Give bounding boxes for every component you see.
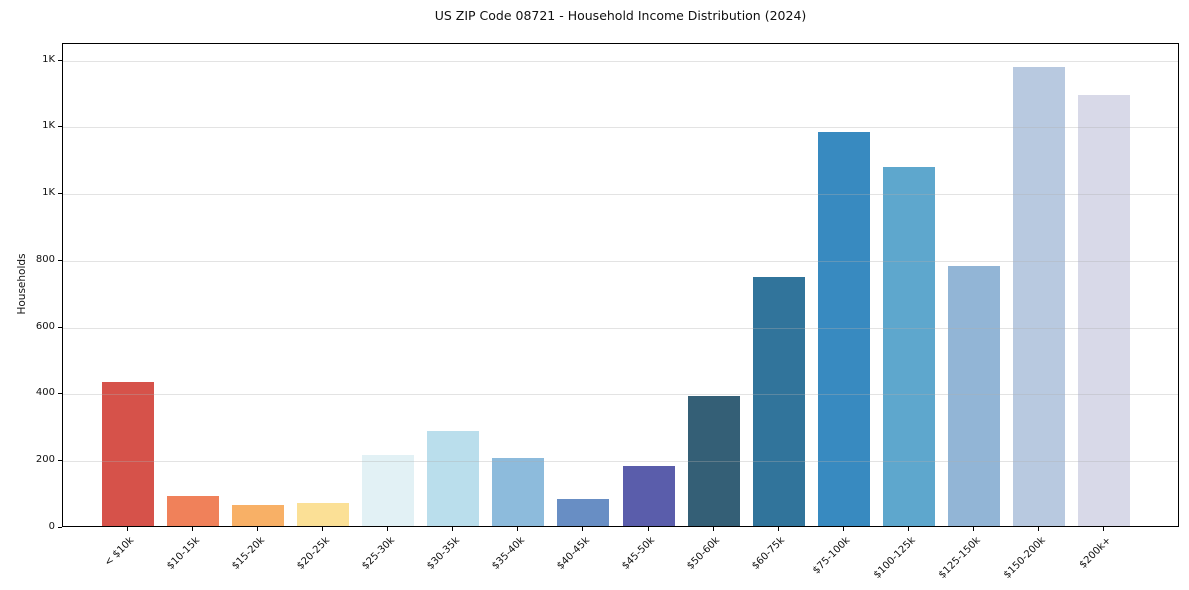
y-tick-label: 200 [35, 454, 55, 466]
x-tick-label: $50-60k [685, 535, 723, 572]
x-tick-mark [517, 527, 519, 531]
bar-$45-50k [622, 465, 675, 526]
y-tick-label: 400 [35, 387, 55, 399]
bar-$125-150k [948, 266, 1000, 526]
bar-$15-20k [231, 504, 284, 526]
bar-$40-45k [557, 498, 610, 526]
y-tick-label: 600 [35, 320, 55, 332]
gridline [63, 461, 1178, 463]
x-tick-label: $200k+ [1077, 535, 1113, 571]
bar-$100-125k [882, 167, 935, 526]
y-tick-mark [58, 193, 62, 195]
gridline [63, 327, 1178, 329]
y-tick-mark [58, 460, 62, 462]
bar-$35-40k [492, 457, 545, 526]
x-tick-mark [387, 527, 389, 531]
x-tick-mark [126, 527, 128, 531]
bar-$20-25k [297, 502, 349, 526]
x-tick-mark [322, 527, 323, 531]
bar-$30-35k [427, 430, 480, 526]
y-tick-label: 1K [42, 120, 55, 132]
x-tick-label: $75-100k [811, 535, 853, 577]
x-tick-label: $20-25k [294, 535, 332, 572]
gridline [63, 394, 1178, 396]
y-tick-mark [58, 326, 62, 328]
x-tick-label: $100-125k [871, 535, 918, 581]
x-tick-mark [452, 527, 454, 531]
x-tick-label: $30-35k [425, 535, 462, 572]
x-tick-mark [907, 527, 909, 531]
y-tick-mark [58, 126, 62, 128]
x-tick-label: < $10k [102, 535, 137, 569]
gridline [63, 194, 1178, 196]
x-tick-label: $45-50k [620, 535, 658, 572]
x-tick-label: $125-150k [936, 535, 983, 581]
y-tick-label: 0 [48, 521, 55, 532]
bar-$200k+ [1078, 95, 1131, 526]
gridline [63, 127, 1178, 129]
x-tick-label: $150-200k [1001, 535, 1048, 581]
y-tick-mark [58, 259, 62, 261]
y-axis-label: Households [16, 253, 28, 315]
x-tick-mark [582, 527, 584, 531]
y-tick-mark [58, 59, 62, 61]
x-tick-label: $10-15k [164, 535, 202, 572]
bar-$60-75k [752, 277, 805, 526]
gridline [63, 60, 1178, 62]
bar-$25-30k [362, 454, 415, 526]
x-tick-label: $35-40k [490, 535, 528, 572]
gridline [63, 260, 1178, 262]
x-tick-label: $40-45k [555, 535, 593, 572]
bar-$10-15k [166, 495, 219, 526]
x-tick-mark [1038, 527, 1040, 531]
bar-$75-100k [817, 132, 870, 526]
x-tick-label: $60-75k [750, 535, 788, 572]
bar-< $10k [101, 382, 154, 526]
bar-$150-200k [1013, 67, 1066, 526]
y-tick-mark [58, 393, 62, 395]
y-tick-label: 1K [42, 187, 55, 199]
x-tick-mark [973, 527, 974, 531]
x-tick-mark [777, 527, 779, 531]
x-tick-label: $25-30k [359, 535, 397, 572]
x-tick-label: $15-20k [229, 535, 267, 572]
x-tick-mark [712, 527, 714, 531]
x-tick-mark [647, 527, 649, 531]
x-tick-mark [842, 527, 844, 531]
plot-area [62, 43, 1179, 527]
y-tick-label: 800 [35, 253, 55, 265]
x-tick-mark [191, 527, 193, 531]
chart-title: US ZIP Code 08721 - Household Income Dis… [434, 8, 807, 23]
x-tick-mark [1103, 527, 1105, 531]
bar-$50-60k [687, 395, 740, 526]
y-tick-label: 1K [42, 53, 55, 65]
y-tick-mark [58, 527, 62, 528]
x-tick-mark [256, 527, 258, 531]
